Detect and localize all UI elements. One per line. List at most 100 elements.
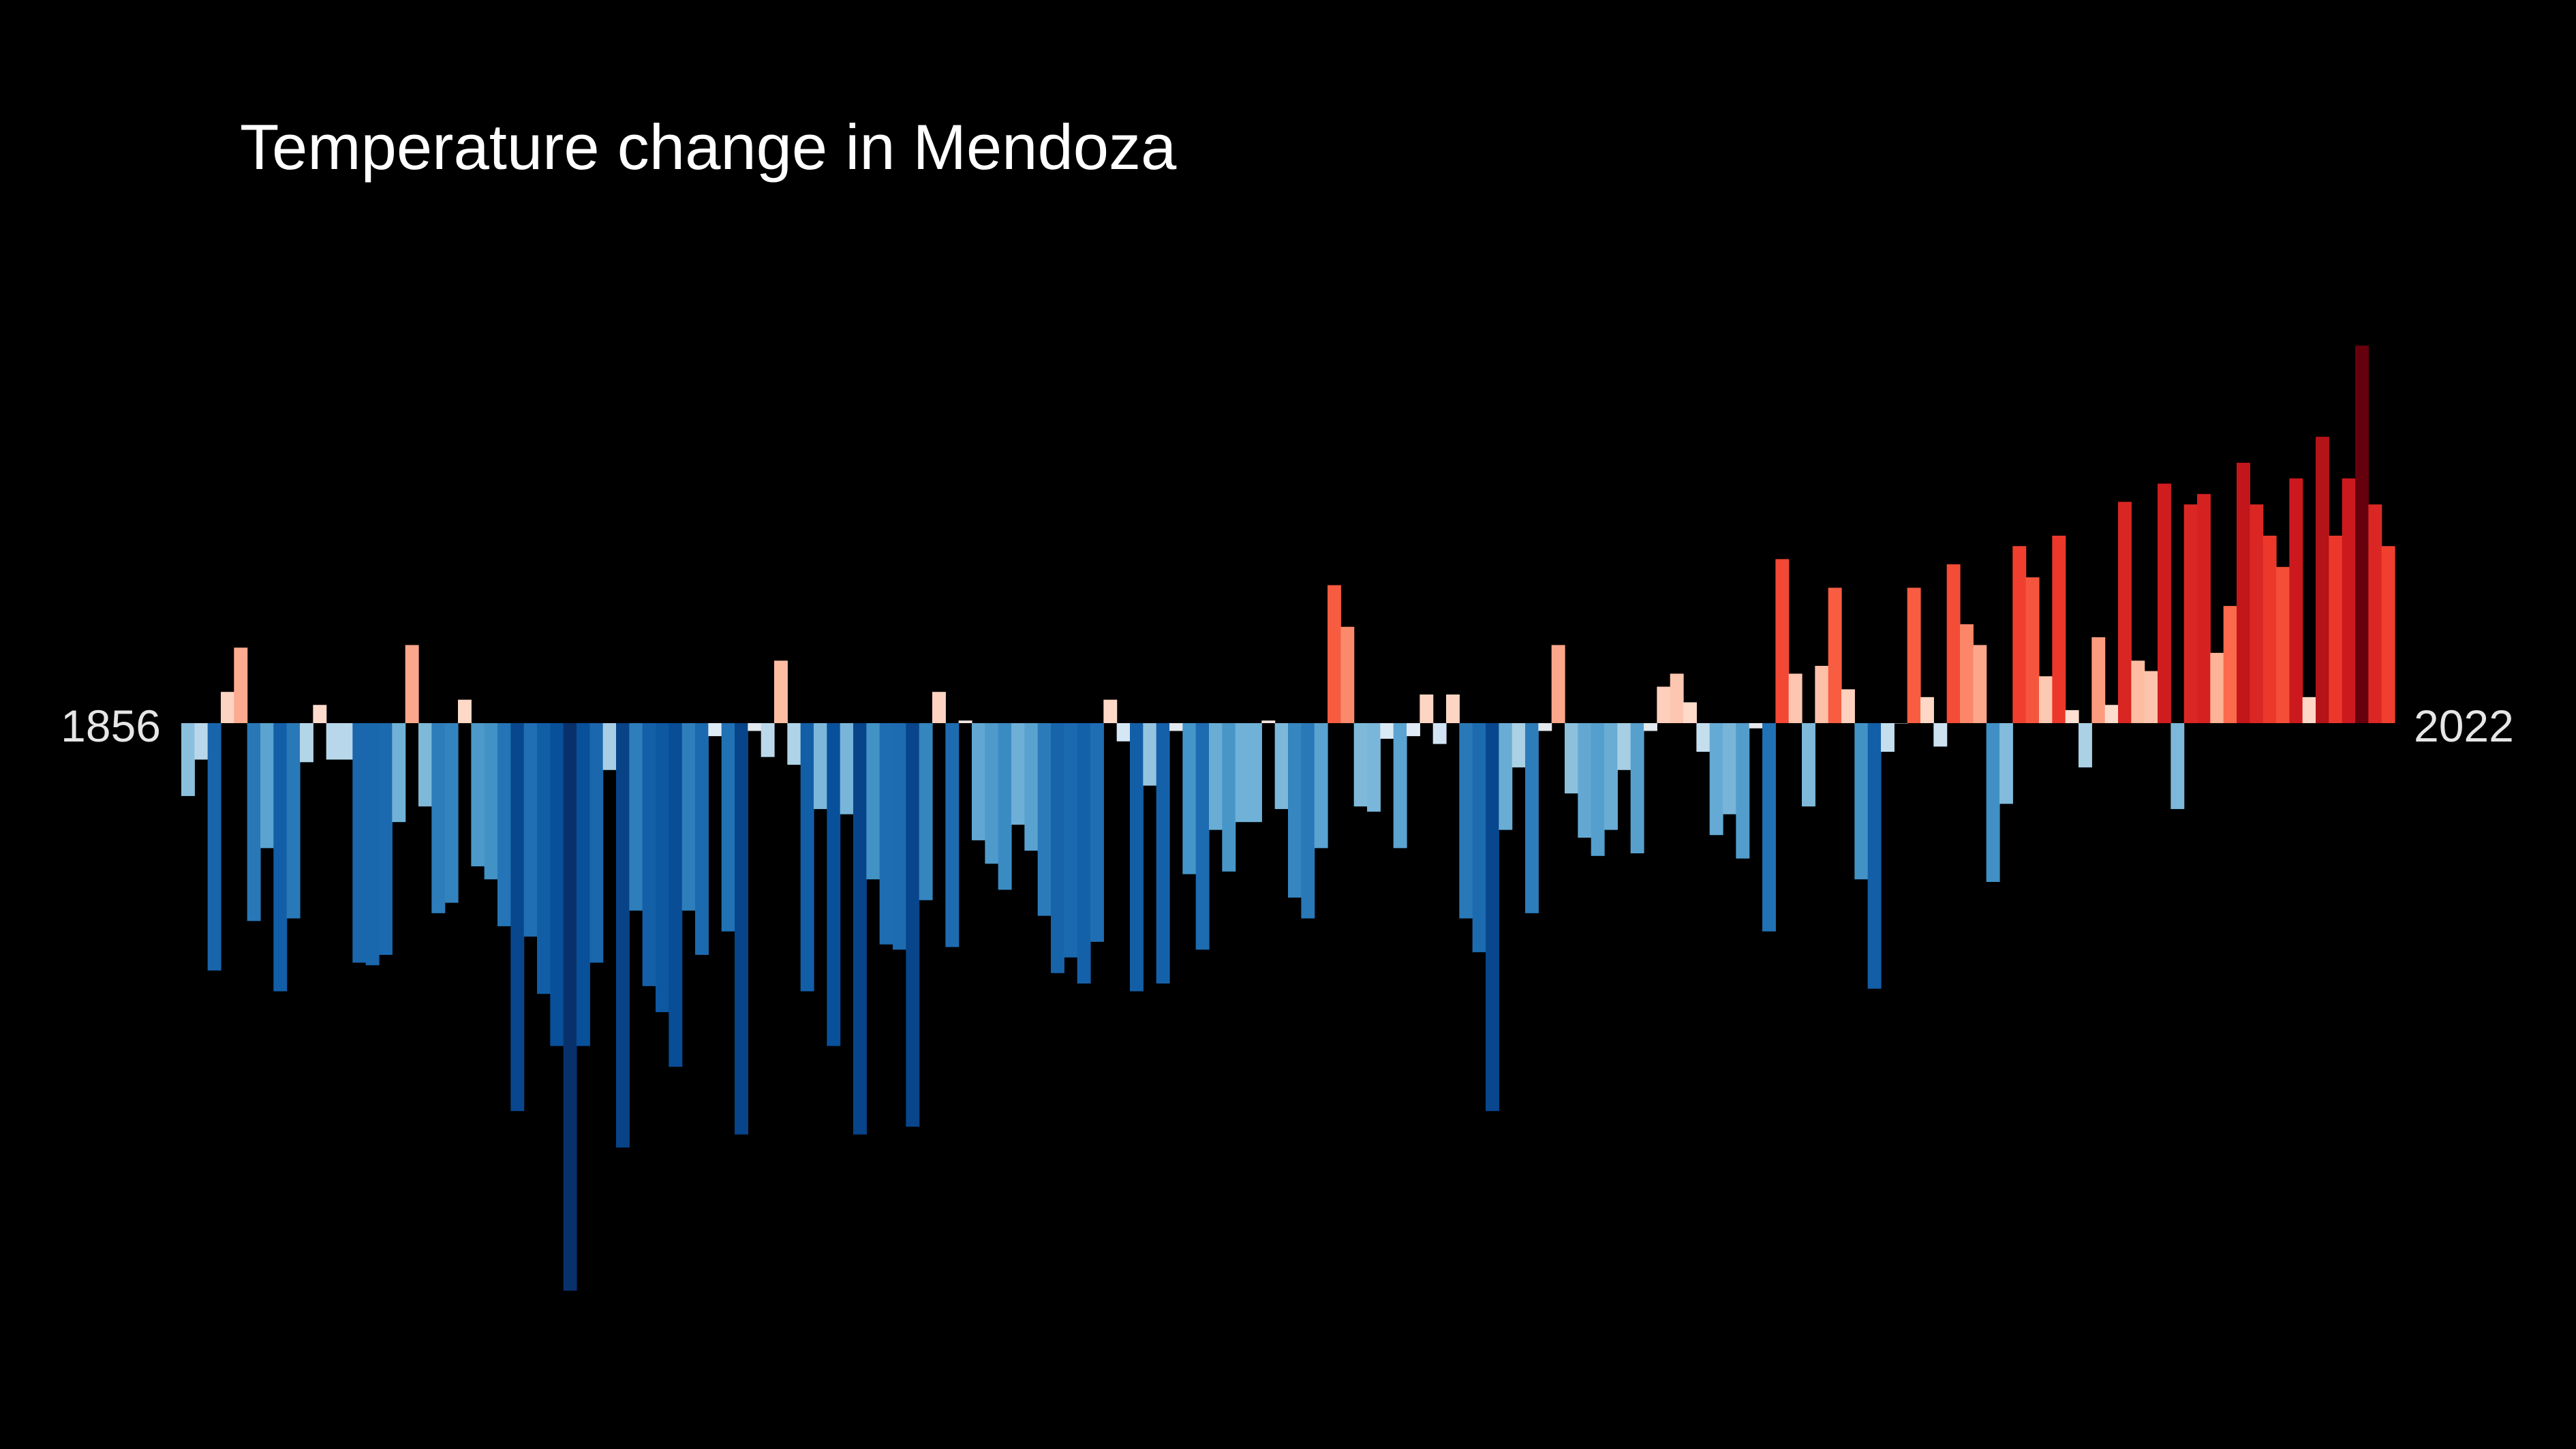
bar-1988 bbox=[1920, 697, 1934, 723]
bar-1992 bbox=[1973, 645, 1987, 723]
bar-1961 bbox=[1565, 723, 1578, 794]
bar-1864 bbox=[286, 723, 301, 919]
bar-1914 bbox=[945, 723, 960, 947]
bar-1878 bbox=[471, 723, 485, 867]
bar-1868 bbox=[339, 723, 353, 760]
bar-1937 bbox=[1248, 723, 1262, 823]
bar-1958 bbox=[1525, 723, 1539, 913]
bar-1922 bbox=[1051, 723, 1064, 973]
bar-1980 bbox=[1815, 665, 1829, 723]
bar-1901 bbox=[774, 660, 788, 723]
bar-1865 bbox=[300, 723, 313, 763]
bar-2017 bbox=[2302, 697, 2316, 723]
bar-1959 bbox=[1538, 723, 1552, 731]
bar-1962 bbox=[1578, 723, 1592, 838]
bar-1986 bbox=[1894, 723, 1908, 724]
bar-1933 bbox=[1195, 723, 1210, 950]
bar-1985 bbox=[1881, 723, 1895, 752]
bar-1930 bbox=[1156, 723, 1170, 983]
bar-1886 bbox=[577, 723, 590, 1046]
bar-1915 bbox=[958, 720, 972, 723]
bar-1966 bbox=[1630, 723, 1644, 853]
bar-2011 bbox=[2223, 606, 2237, 723]
bar-1856 bbox=[181, 723, 195, 796]
bar-1909 bbox=[879, 723, 893, 945]
bar-1998 bbox=[2052, 535, 2066, 723]
bar-1895 bbox=[695, 723, 709, 955]
bar-1983 bbox=[1854, 723, 1869, 880]
bar-1967 bbox=[1644, 723, 1657, 731]
bar-2014 bbox=[2263, 535, 2277, 723]
bar-1947 bbox=[1380, 723, 1394, 739]
bar-1979 bbox=[1802, 723, 1815, 807]
bar-1919 bbox=[1011, 723, 1025, 825]
bar-2023 bbox=[2381, 546, 2395, 723]
bar-1862 bbox=[260, 723, 274, 849]
bar-1913 bbox=[932, 692, 946, 723]
bar-1896 bbox=[708, 723, 722, 737]
bar-1891 bbox=[642, 723, 656, 986]
bar-1871 bbox=[379, 723, 393, 955]
bar-1939 bbox=[1274, 723, 1289, 810]
bar-1921 bbox=[1037, 723, 1052, 916]
bar-1911 bbox=[906, 723, 920, 1127]
bar-1972 bbox=[1709, 723, 1723, 836]
bar-1944 bbox=[1340, 626, 1355, 723]
bar-1903 bbox=[800, 723, 814, 992]
bar-1996 bbox=[2025, 577, 2040, 723]
bar-1917 bbox=[985, 723, 999, 864]
bar-1969 bbox=[1670, 673, 1684, 723]
bar-2000 bbox=[2079, 723, 2092, 767]
bar-2018 bbox=[2316, 436, 2329, 723]
bar-1929 bbox=[1143, 723, 1157, 786]
bar-1978 bbox=[1788, 673, 1803, 723]
bar-2016 bbox=[2289, 478, 2303, 723]
bar-2013 bbox=[2250, 504, 2264, 723]
bar-1964 bbox=[1604, 723, 1618, 830]
bar-1873 bbox=[405, 645, 419, 723]
bar-1925 bbox=[1090, 723, 1104, 942]
bar-2012 bbox=[2237, 463, 2250, 723]
bar-1968 bbox=[1657, 686, 1671, 723]
bar-2009 bbox=[2197, 493, 2211, 723]
bar-1872 bbox=[392, 723, 406, 823]
bar-1910 bbox=[893, 723, 906, 950]
bar-1888 bbox=[602, 723, 617, 770]
bar-1893 bbox=[669, 723, 683, 1067]
bar-1965 bbox=[1617, 723, 1631, 770]
bar-1889 bbox=[616, 723, 630, 1148]
bar-2008 bbox=[2183, 504, 2198, 723]
bar-1866 bbox=[313, 705, 327, 723]
bar-1884 bbox=[550, 723, 564, 1046]
bar-1912 bbox=[919, 723, 933, 900]
bar-1984 bbox=[1867, 723, 1882, 989]
bar-1923 bbox=[1064, 723, 1078, 958]
bar-1882 bbox=[523, 723, 538, 937]
bar-2019 bbox=[2329, 535, 2343, 723]
bar-1963 bbox=[1591, 723, 1605, 856]
bar-1860 bbox=[234, 647, 248, 723]
bar-1879 bbox=[484, 723, 498, 880]
bar-1880 bbox=[497, 723, 511, 926]
end-year-label: 2022 bbox=[2414, 701, 2514, 751]
bar-1951 bbox=[1432, 723, 1447, 744]
bar-1995 bbox=[2012, 546, 2027, 723]
bar-1904 bbox=[814, 723, 827, 810]
bar-1960 bbox=[1551, 645, 1565, 723]
bar-1899 bbox=[748, 723, 762, 731]
bar-1906 bbox=[840, 723, 854, 814]
bar-1924 bbox=[1077, 723, 1091, 983]
bar-1945 bbox=[1353, 723, 1368, 807]
bar-1863 bbox=[273, 723, 288, 992]
bar-1890 bbox=[629, 723, 643, 911]
bar-2015 bbox=[2276, 566, 2290, 723]
bar-2022 bbox=[2368, 504, 2382, 723]
bar-1997 bbox=[2039, 676, 2053, 723]
chart-title: Temperature change in Mendoza bbox=[240, 111, 1177, 183]
bar-1928 bbox=[1130, 723, 1144, 992]
bar-1990 bbox=[1946, 564, 1961, 723]
bar-1936 bbox=[1235, 723, 1249, 823]
bar-1993 bbox=[1986, 723, 2000, 883]
bar-2007 bbox=[2171, 723, 2185, 810]
